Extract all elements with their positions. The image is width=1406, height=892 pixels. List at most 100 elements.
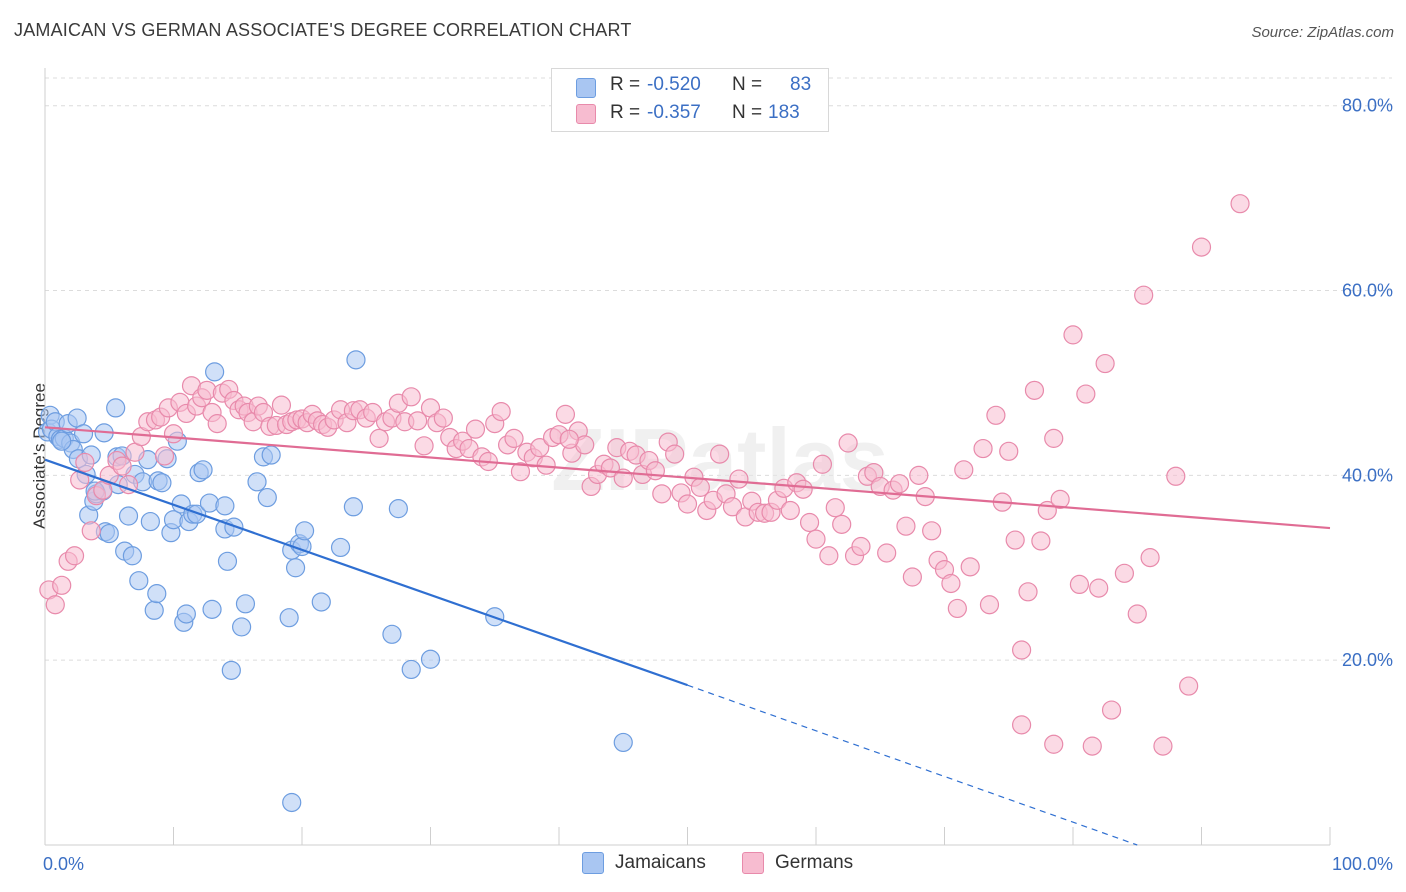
data-point-jamaicans [129,571,149,591]
data-point-germans [851,536,871,557]
data-point-germans [1069,574,1090,595]
data-point-germans [1031,531,1051,551]
data-point-germans [1063,325,1083,345]
data-point-germans [207,414,227,434]
data-point-jamaicans [285,558,306,578]
data-point-germans [369,428,389,448]
data-point-germans [960,557,980,577]
data-point-germans [1127,604,1147,624]
data-point-jamaicans [118,506,139,526]
legend-r-value: -0.357 [647,102,701,123]
data-point-jamaicans [282,792,302,813]
data-point-jamaicans [311,592,331,612]
data-point-germans [271,395,292,415]
data-point-jamaicans [147,584,167,604]
x-tick-labels: 0.0% 100.0% [43,854,1393,874]
x-tick-label-min: 0.0% [43,854,84,874]
data-point-germans [1044,734,1064,754]
data-point-jamaicans [330,537,351,558]
data-point-germans [896,516,916,536]
data-point-jamaicans [217,551,238,571]
data-point-germans [465,419,486,439]
data-point-jamaicans [224,517,244,537]
data-point-germans [1011,640,1032,660]
legend-n-label: N = [732,102,763,123]
trend-extension-jamaicans [687,684,1138,846]
data-point-germans [1140,548,1160,568]
data-point-jamaicans [52,431,72,451]
data-point-germans [832,514,852,534]
data-point-germans [877,543,897,563]
data-point-germans [414,436,434,456]
data-point-germans [154,446,175,466]
y-tick-label: 20.0% [1342,650,1393,670]
x-tick-label-max: 100.0% [1332,854,1393,874]
data-point-germans [510,462,531,482]
data-point-germans [652,484,672,504]
legend-n-value: 83 [790,74,812,95]
data-point-jamaicans [73,424,94,444]
data-point-germans [729,469,749,489]
data-point-germans [163,424,184,444]
data-point-germans [559,429,579,449]
axes [44,68,1331,846]
data-point-jamaicans [247,472,267,492]
data-point-jamaicans [122,546,142,566]
data-point-germans [954,460,974,480]
data-point-germans [793,479,813,499]
data-point-jamaicans [152,473,172,493]
bottom-legend-label-germans: Germans [775,852,854,873]
data-point-jamaicans [294,521,315,541]
data-point-germans [799,512,820,533]
data-point-germans [1005,530,1025,550]
data-point-germans [1076,384,1096,404]
data-point-jamaicans [382,624,402,644]
data-point-germans [710,444,730,464]
data-points [37,194,1250,813]
data-point-germans [973,438,993,459]
data-point-germans [530,438,550,458]
data-point-germans [1101,700,1122,720]
data-point-germans [433,408,453,428]
data-point-germans [812,454,833,474]
data-point-germans [1191,237,1212,257]
data-point-germans [999,441,1019,461]
data-point-germans [1089,578,1109,598]
data-point-germans [555,404,576,424]
data-point-jamaicans [106,398,126,418]
data-point-germans [64,546,85,566]
data-point-germans [909,465,929,485]
data-point-jamaicans [261,445,281,465]
data-point-germans [947,598,967,619]
data-point-germans [1011,715,1032,735]
data-point-germans [504,428,524,448]
trend-lines [44,426,1331,846]
trend-line-germans [44,426,1331,530]
data-point-germans [677,494,698,514]
data-point-jamaicans [401,659,421,680]
data-point-jamaicans [232,617,252,637]
data-point-jamaicans [221,660,241,680]
data-point-germans [81,521,101,541]
data-point-jamaicans [202,599,222,619]
data-point-germans [780,500,800,521]
data-point-germans [45,595,65,615]
data-point-jamaicans [140,511,160,532]
data-point-germans [1134,285,1154,305]
data-point-germans [401,387,421,407]
data-point-germans [1024,380,1045,400]
y-tick-label: 80.0% [1342,96,1393,116]
legend-swatch-germans [576,104,596,124]
data-point-jamaicans [187,504,207,524]
data-point-jamaicans [144,600,164,620]
data-point-germans [112,456,132,476]
data-point-germans [1230,194,1250,214]
data-point-germans [979,595,1000,615]
data-point-germans [645,461,665,481]
data-point-germans [889,474,910,494]
data-point-germans [75,452,95,473]
data-point-germans [819,546,839,566]
data-point-germans [1018,582,1038,602]
data-point-germans [363,402,383,423]
data-point-jamaicans [205,362,225,382]
